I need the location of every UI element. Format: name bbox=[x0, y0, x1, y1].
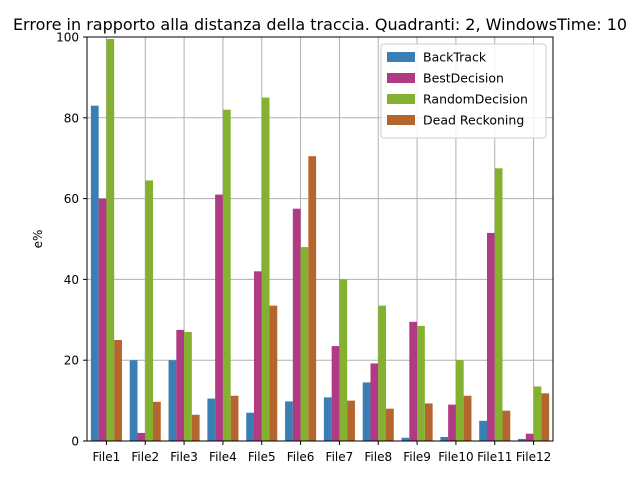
bar-randomdecision bbox=[300, 247, 309, 441]
bar-dead-reckoning bbox=[541, 393, 550, 441]
bar-backtrack bbox=[323, 397, 332, 441]
chart-title: Errore in rapporto alla distanza della t… bbox=[13, 15, 627, 34]
x-tick-label: File5 bbox=[248, 450, 276, 464]
bar-backtrack bbox=[401, 437, 410, 441]
x-tick-label: File4 bbox=[209, 450, 237, 464]
x-tick-label: File2 bbox=[131, 450, 159, 464]
y-tick-label: 20 bbox=[64, 354, 79, 368]
y-tick-label: 60 bbox=[64, 192, 79, 206]
bar-bestdecision bbox=[292, 208, 301, 441]
bar-bestdecision bbox=[525, 433, 534, 441]
x-tick-label: File6 bbox=[287, 450, 315, 464]
legend-swatch bbox=[387, 52, 415, 62]
legend-swatch bbox=[387, 94, 415, 104]
bar-dead-reckoning bbox=[347, 400, 355, 441]
plot-frame bbox=[86, 36, 554, 442]
bar-backtrack bbox=[479, 420, 487, 441]
bar-backtrack bbox=[207, 398, 216, 441]
x-axis-ticks: File1 File2 File3 File4 File5 File6 File7 File8… bbox=[93, 441, 551, 464]
bar-bestdecision bbox=[253, 271, 262, 441]
bar-backtrack bbox=[129, 360, 138, 441]
legend-label: Dead Reckoning bbox=[423, 113, 524, 128]
x-tick-label: File11 bbox=[477, 450, 512, 464]
bar-dead-reckoning bbox=[230, 395, 239, 441]
y-axis-label: e% bbox=[31, 230, 45, 249]
bar-randomdecision bbox=[417, 325, 425, 441]
bar-randomdecision bbox=[455, 360, 464, 441]
y-tick-label: 80 bbox=[64, 111, 79, 125]
bar-bestdecision bbox=[137, 432, 146, 441]
y-tick-label: 40 bbox=[64, 273, 79, 287]
bar-backtrack bbox=[246, 412, 254, 441]
bar-dead-reckoning bbox=[308, 156, 317, 441]
bar-bestdecision bbox=[215, 194, 223, 441]
bar-bestdecision bbox=[448, 404, 456, 441]
legend-box bbox=[380, 43, 547, 139]
bar-dead-reckoning bbox=[424, 403, 433, 441]
y-tick-label: 100 bbox=[56, 31, 79, 45]
bar-bestdecision bbox=[176, 329, 185, 441]
bars bbox=[90, 39, 550, 442]
bar-randomdecision bbox=[145, 180, 154, 442]
bar-dead-reckoning bbox=[269, 305, 278, 441]
bar-randomdecision bbox=[339, 279, 348, 441]
bar-backtrack bbox=[168, 360, 177, 441]
x-tick-label: File7 bbox=[326, 450, 354, 464]
x-tick-label: File1 bbox=[93, 450, 121, 464]
bar-bestdecision bbox=[409, 321, 418, 441]
bar-randomdecision bbox=[106, 39, 115, 442]
bar-backtrack bbox=[518, 438, 526, 441]
y-axis-ticks: 0 20 40 60 80 100 bbox=[56, 31, 87, 449]
bar-backtrack bbox=[285, 401, 293, 441]
legend-swatch bbox=[387, 73, 415, 83]
bar-dead-reckoning bbox=[502, 410, 511, 441]
bar-bestdecision bbox=[98, 198, 107, 441]
bar-bestdecision bbox=[331, 346, 340, 441]
bar-randomdecision bbox=[494, 168, 503, 442]
bar-bestdecision bbox=[370, 363, 379, 441]
x-tick-label: File8 bbox=[364, 450, 392, 464]
x-tick-label: File3 bbox=[170, 450, 198, 464]
bar-randomdecision bbox=[222, 109, 231, 441]
x-tick-label: File9 bbox=[403, 450, 431, 464]
bar-backtrack bbox=[440, 436, 449, 441]
bar-randomdecision bbox=[533, 386, 542, 441]
bar-backtrack bbox=[90, 105, 99, 442]
bar-backtrack bbox=[362, 382, 371, 441]
bar-randomdecision bbox=[184, 331, 192, 441]
bar-dead-reckoning bbox=[463, 395, 472, 441]
legend: BackTrack BestDecision RandomDecision Dead … bbox=[380, 43, 547, 139]
x-tick-label: File12 bbox=[516, 450, 551, 464]
bar-dead-reckoning bbox=[386, 408, 394, 441]
legend-label: BackTrack bbox=[423, 50, 487, 65]
legend-label: BestDecision bbox=[423, 71, 504, 86]
legend-swatch bbox=[387, 115, 415, 125]
bar-randomdecision bbox=[378, 305, 387, 441]
y-tick-label: 0 bbox=[71, 435, 79, 449]
legend-label: RandomDecision bbox=[423, 92, 528, 107]
bar-dead-reckoning bbox=[114, 340, 122, 441]
x-tick-label: File10 bbox=[438, 450, 473, 464]
bar-dead-reckoning bbox=[153, 401, 161, 441]
bar-dead-reckoning bbox=[191, 414, 200, 441]
bar-bestdecision bbox=[486, 232, 495, 441]
bar-randomdecision bbox=[261, 97, 270, 441]
